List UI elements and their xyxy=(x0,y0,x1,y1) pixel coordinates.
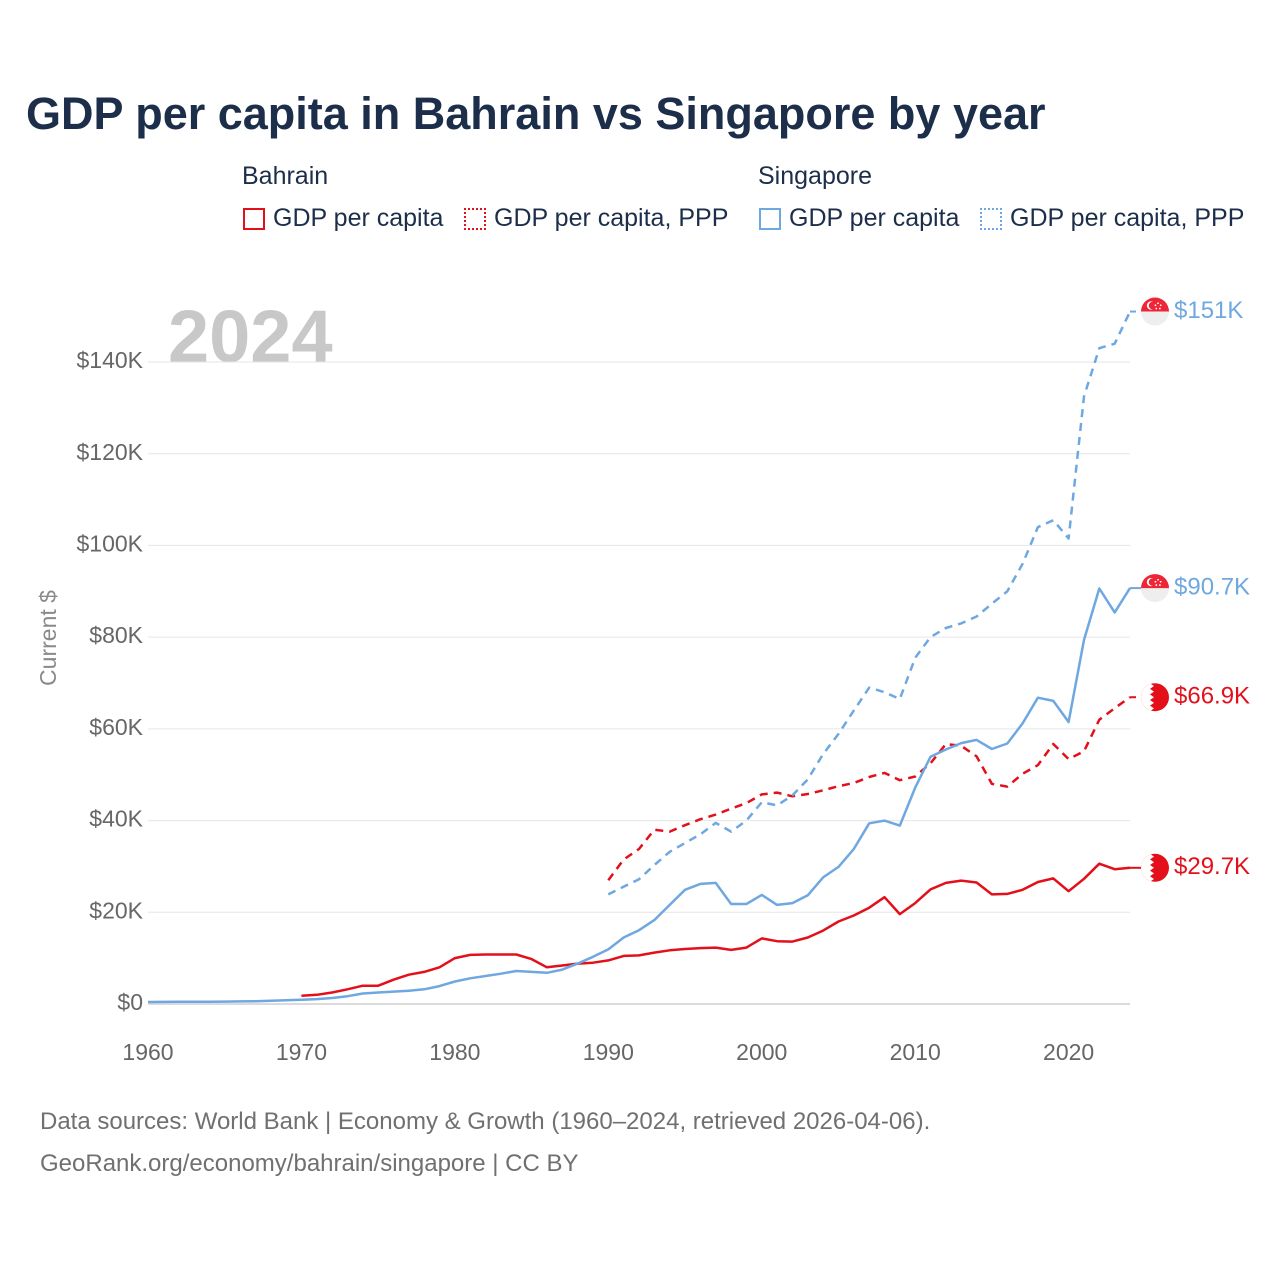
x-tick-label: 1980 xyxy=(429,1039,480,1065)
series-lines xyxy=(147,311,1132,1004)
legend-label-singapore-gdp: GDP per capita xyxy=(789,204,960,232)
y-tick-label: $80K xyxy=(89,622,143,648)
legend-item-singapore-gdp[interactable]: GDP per capita xyxy=(759,204,959,233)
end-label-singapore-gdp: $90.7K xyxy=(1174,573,1250,600)
legend-label-singapore-ppp: GDP per capita, PPP xyxy=(1010,204,1245,232)
axes: $0 $20K $40K $60K $80K $100K $120K $140K 1960 197… xyxy=(35,347,1094,1065)
legend-item-singapore-ppp[interactable]: GDP per capita, PPP xyxy=(980,204,1244,233)
x-tick-label: 1990 xyxy=(583,1039,634,1065)
legend-swatch-bahrain-ppp xyxy=(464,207,486,230)
x-tick-label: 2010 xyxy=(890,1039,941,1065)
x-tick-label: 2000 xyxy=(736,1039,787,1065)
y-tick-label: $40K xyxy=(89,806,143,832)
grid-lines xyxy=(148,361,1130,1005)
series-line-singapore-gdp-per-capita-ppp[interactable] xyxy=(607,311,1132,896)
y-tick-label: $20K xyxy=(89,897,143,923)
year-watermark: 2024 xyxy=(168,295,333,378)
y-tick-label: $140K xyxy=(76,347,143,373)
end-label-bahrain-ppp: $66.9K xyxy=(1174,683,1250,710)
legend-swatch-singapore-gdp xyxy=(759,207,781,230)
legend-label-bahrain-ppp: GDP per capita, PPP xyxy=(494,204,729,232)
footer-attribution[interactable]: GeoRank.org/economy/bahrain/singapore | … xyxy=(40,1150,579,1177)
singapore-flag-icon xyxy=(1141,574,1169,603)
x-tick-label: 1970 xyxy=(276,1039,327,1065)
bahrain-flag-icon xyxy=(1141,683,1169,712)
bahrain-flag-icon xyxy=(1141,853,1169,882)
legend-swatch-bahrain-gdp xyxy=(243,207,265,230)
x-tick-label: 1960 xyxy=(122,1039,173,1065)
y-tick-label: $100K xyxy=(76,531,143,557)
legend-group-singapore: Singapore xyxy=(758,162,872,190)
legend-label-bahrain-gdp: GDP per capita xyxy=(273,204,444,232)
y-tick-label: $120K xyxy=(76,439,143,465)
end-label-singapore-ppp: $151K xyxy=(1174,297,1243,324)
legend-item-bahrain-gdp[interactable]: GDP per capita xyxy=(243,204,443,233)
x-tick-label: 2020 xyxy=(1043,1039,1094,1065)
y-tick-label: $0 xyxy=(117,989,143,1015)
y-tick-label: $60K xyxy=(89,714,143,740)
y-axis-label: Current $ xyxy=(35,590,61,686)
end-flags xyxy=(1130,297,1169,882)
footer-sources: Data sources: World Bank | Economy & Gro… xyxy=(40,1108,931,1135)
chart-title: GDP per capita in Bahrain vs Singapore b… xyxy=(26,88,1046,139)
legend-swatch-singapore-ppp xyxy=(980,207,1002,230)
legend-group-bahrain: Bahrain xyxy=(242,162,329,190)
end-label-bahrain-gdp: $29.7K xyxy=(1174,853,1250,880)
series-line-bahrain-gdp-per-capita[interactable] xyxy=(301,862,1131,997)
singapore-flag-icon xyxy=(1141,297,1169,326)
series-line-bahrain-gdp-per-capita-ppp[interactable] xyxy=(607,696,1131,881)
series-line-singapore-gdp-per-capita[interactable] xyxy=(147,587,1132,1004)
legend-item-bahrain-ppp[interactable]: GDP per capita, PPP xyxy=(464,204,728,233)
